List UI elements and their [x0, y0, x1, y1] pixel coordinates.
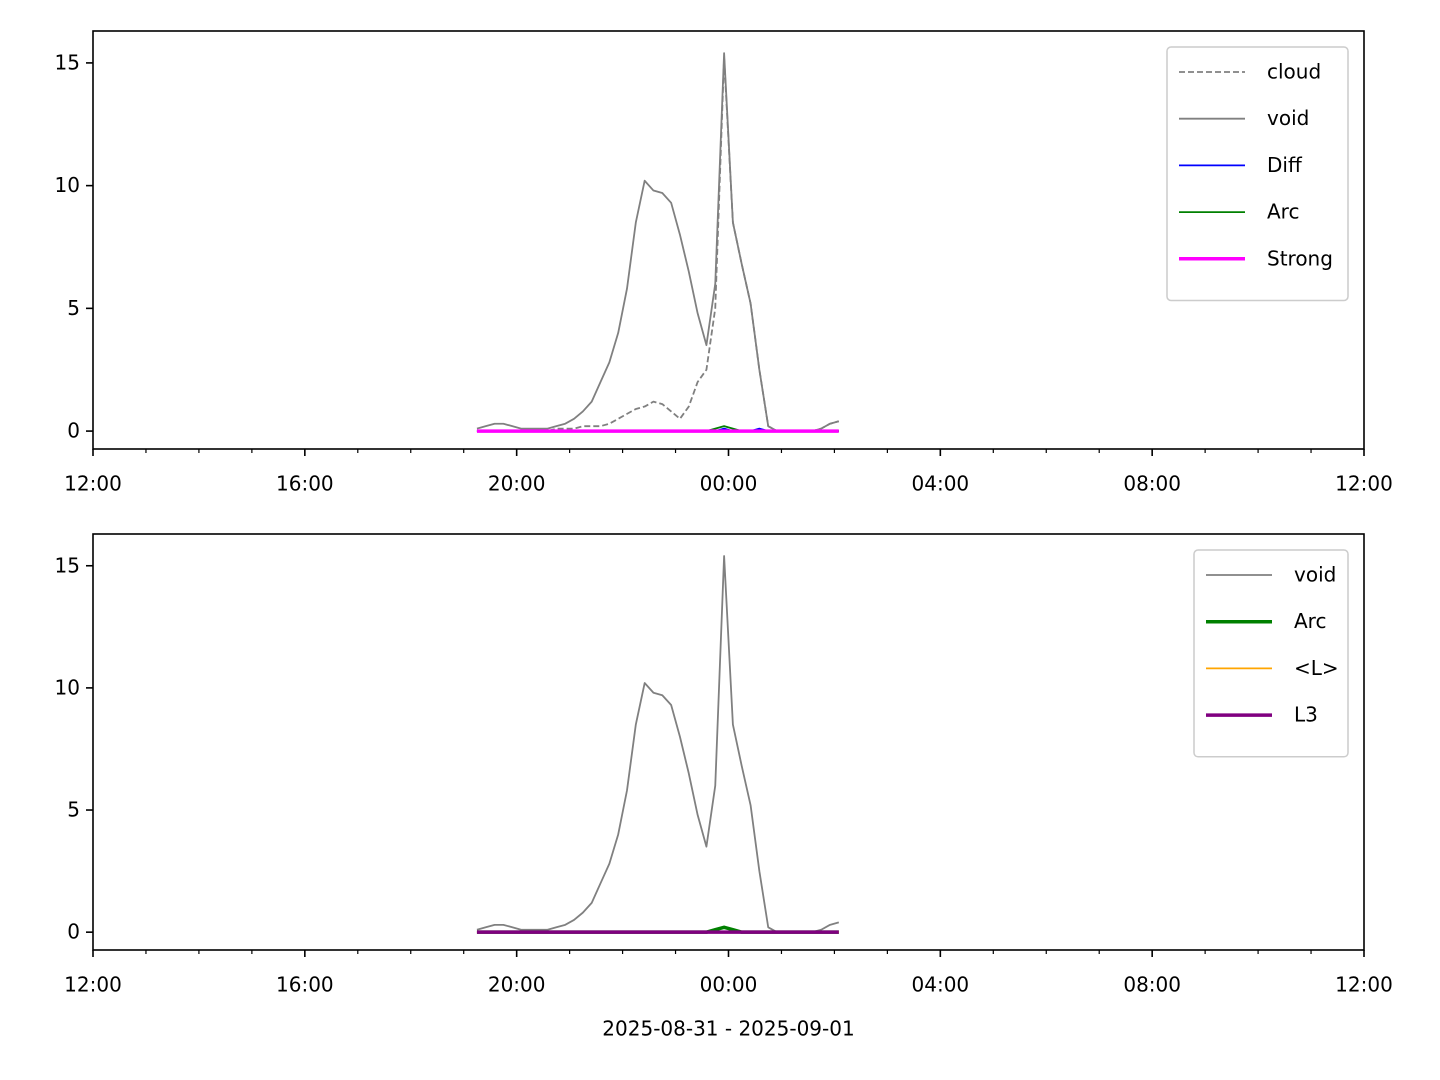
y-tick-label: 15	[55, 50, 80, 74]
x-tick-label: 12:00	[64, 472, 122, 496]
x-tick-label: 16:00	[276, 472, 334, 496]
x-tick-label: 12:00	[1335, 973, 1393, 997]
legend-box	[1193, 549, 1349, 758]
legend-label: L3	[1294, 703, 1318, 727]
x-tick-label: 00:00	[700, 472, 758, 496]
x-tick-label: 20:00	[488, 472, 546, 496]
y-tick-label: 15	[55, 553, 80, 577]
legend-box	[1166, 46, 1349, 302]
legend-label: void	[1294, 563, 1336, 587]
series-line	[476, 57, 840, 432]
series-line	[476, 555, 840, 934]
legend-label: Arc	[1294, 609, 1326, 633]
legend-label: <L>	[1294, 656, 1339, 680]
legend-label: Strong	[1267, 246, 1333, 270]
x-tick-label: 12:00	[1335, 472, 1393, 496]
y-tick-label: 0	[67, 920, 80, 944]
series-line	[476, 52, 840, 432]
x-tick-label: 08:00	[1123, 472, 1181, 496]
axes-frame	[92, 533, 1365, 951]
legend-label: void	[1267, 106, 1309, 130]
legend-label: cloud	[1267, 60, 1321, 84]
y-tick-label: 10	[55, 173, 80, 197]
legend-label: Diff	[1267, 153, 1303, 177]
legend-label: Arc	[1267, 200, 1299, 224]
y-tick-label: 10	[55, 675, 80, 699]
y-tick-label: 5	[67, 296, 80, 320]
x-tick-label: 20:00	[488, 973, 546, 997]
y-tick-label: 5	[67, 798, 80, 822]
x-tick-label: 04:00	[912, 472, 970, 496]
x-axis-label: 2025-08-31 - 2025-09-01	[602, 1017, 854, 1041]
x-tick-label: 16:00	[276, 973, 334, 997]
x-tick-label: 08:00	[1123, 973, 1181, 997]
x-tick-label: 04:00	[912, 973, 970, 997]
y-tick-label: 0	[67, 419, 80, 443]
x-tick-label: 00:00	[700, 973, 758, 997]
x-tick-label: 12:00	[64, 973, 122, 997]
